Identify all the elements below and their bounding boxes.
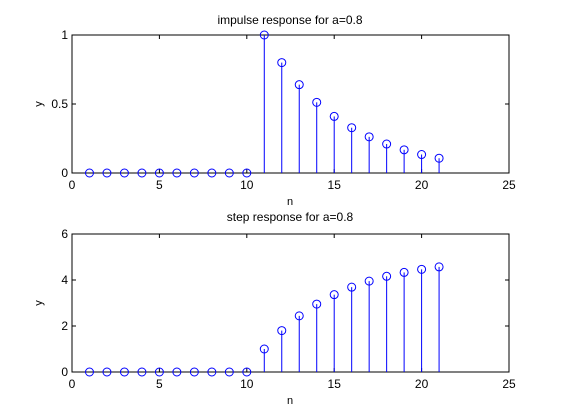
stem-marker (364, 132, 374, 142)
stem-marker (312, 299, 322, 309)
stem-marks (84, 30, 444, 178)
x-tick-label: 20 (415, 377, 429, 391)
y-tick-label: 0.5 (51, 97, 68, 111)
stem-marker (189, 367, 199, 377)
stem-marker (329, 111, 339, 121)
stem-marker (329, 290, 339, 300)
x-tick-label: 25 (502, 178, 516, 192)
x-tick-label: 15 (328, 178, 342, 192)
stem-marker (154, 168, 164, 178)
stem-marker (259, 30, 269, 40)
y-tick-label: 2 (61, 319, 68, 333)
stem-marks (84, 262, 444, 377)
x-tick-label: 10 (240, 377, 254, 391)
stem-marker (382, 139, 392, 149)
stem-marker (119, 168, 129, 178)
stem-marker (364, 276, 374, 286)
chart-title: step response for a=0.8 (227, 210, 354, 224)
stem-marker (224, 168, 234, 178)
stem-marker (172, 168, 182, 178)
stem-marker (224, 367, 234, 377)
stem-marker (277, 58, 287, 68)
stem-marker (102, 367, 112, 377)
stem-marker (102, 168, 112, 178)
y-tick-label: 0 (61, 166, 68, 180)
stem-marker (417, 150, 427, 160)
x-tick-label: 15 (328, 377, 342, 391)
stem-marker (137, 367, 147, 377)
y-tick-label: 6 (61, 227, 68, 241)
stem-marker (84, 367, 94, 377)
stem-marker (382, 271, 392, 281)
x-axis-label: n (287, 395, 293, 407)
x-tick-label: 20 (415, 178, 429, 192)
chart-title: impulse response for a=0.8 (217, 13, 362, 27)
stem-marker (137, 168, 147, 178)
x-tick-label: 10 (240, 178, 254, 192)
stem-marker (347, 282, 357, 292)
stem-marker (277, 326, 287, 336)
stem-marker (242, 367, 252, 377)
stem-marker (189, 168, 199, 178)
stem-marker (119, 367, 129, 377)
stem-marker (399, 145, 409, 155)
x-tick-label: 5 (156, 377, 163, 391)
y-axis-label: y (33, 101, 45, 107)
impulse-response-plot: impulse response for a=0.8 0 5 10 15 20 25 0 0.… (33, 13, 516, 208)
y-axis-label: y (33, 300, 45, 306)
x-tick-label: 25 (502, 377, 516, 391)
plot-area (71, 233, 510, 373)
stem-marker (417, 264, 427, 274)
x-tick-label: 5 (156, 178, 163, 192)
axis-ticks: 0 5 10 15 20 25 0 2 4 6 (61, 227, 516, 391)
stem-marker (312, 97, 322, 107)
stem-marker (294, 311, 304, 321)
stem-marker (242, 168, 252, 178)
stem-marker (207, 168, 217, 178)
stem-marker (84, 168, 94, 178)
stem-marker (207, 367, 217, 377)
stem-marker (434, 262, 444, 272)
stem-marker (294, 80, 304, 90)
stem-marker (347, 123, 357, 133)
y-tick-label: 1 (61, 28, 68, 42)
y-tick-label: 4 (61, 273, 68, 287)
y-tick-label: 0 (61, 365, 68, 379)
plot-area (71, 34, 510, 174)
stem-marker (259, 344, 269, 354)
x-tick-label: 0 (69, 377, 76, 391)
stem-marker (172, 367, 182, 377)
step-response-plot: step response for a=0.8 0 5 10 15 20 25 0 2 4 6 n… (33, 210, 516, 407)
x-tick-label: 0 (69, 178, 76, 192)
stem-marker (399, 267, 409, 277)
stem-marker (434, 153, 444, 163)
x-axis-label: n (287, 196, 293, 208)
stem-marker (154, 367, 164, 377)
